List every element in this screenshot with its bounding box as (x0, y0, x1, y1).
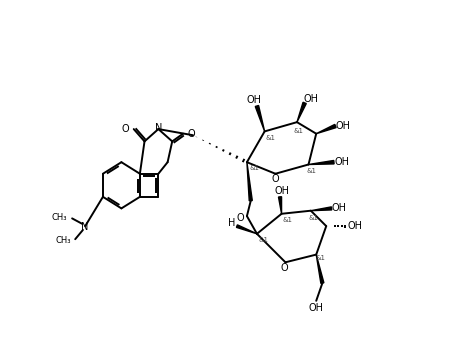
Polygon shape (311, 207, 332, 211)
Text: OH: OH (246, 95, 261, 105)
Text: OH: OH (334, 157, 349, 167)
Polygon shape (297, 102, 306, 122)
Text: O: O (280, 263, 288, 273)
Text: OH: OH (347, 221, 362, 231)
Polygon shape (236, 225, 257, 234)
Text: &1: &1 (283, 217, 293, 223)
Polygon shape (316, 124, 336, 134)
Text: H: H (228, 218, 235, 228)
Text: CH₃: CH₃ (51, 213, 67, 222)
Text: &1: &1 (258, 237, 268, 243)
Text: &1: &1 (308, 215, 318, 221)
Text: CH₃: CH₃ (56, 236, 71, 245)
Text: OH: OH (303, 94, 319, 104)
Text: O: O (188, 129, 195, 139)
Text: O: O (271, 174, 279, 184)
Polygon shape (316, 255, 324, 283)
Text: &1: &1 (293, 129, 303, 134)
Text: OH: OH (336, 121, 351, 131)
Text: O: O (122, 124, 129, 134)
Text: O: O (237, 213, 244, 223)
Text: &1: &1 (315, 256, 325, 261)
Text: OH: OH (309, 303, 324, 313)
Text: N: N (81, 222, 88, 232)
Polygon shape (255, 105, 265, 131)
Polygon shape (308, 160, 334, 165)
Polygon shape (247, 162, 252, 201)
Text: OH: OH (332, 203, 347, 213)
Text: OH: OH (275, 186, 290, 196)
Text: &1: &1 (307, 168, 317, 174)
Text: N: N (154, 122, 162, 132)
Text: &1: &1 (250, 165, 260, 171)
Polygon shape (278, 197, 282, 214)
Text: &1: &1 (266, 135, 276, 141)
